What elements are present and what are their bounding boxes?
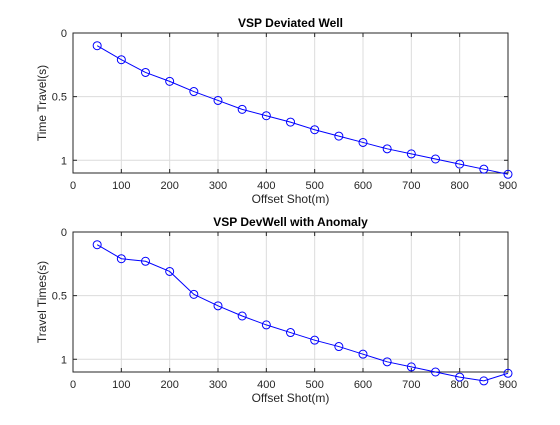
chart-2-axes-background — [73, 232, 508, 372]
chart-1-data-point — [189, 87, 199, 97]
chart-1-x-tick-label: 300 — [209, 180, 227, 192]
chart-2-x-tick-label: 800 — [450, 379, 468, 391]
chart-1-axes-background — [73, 33, 508, 173]
chart-1-y-tick-label: 1 — [61, 155, 67, 167]
chart-2-data-point — [286, 328, 295, 338]
chart-1-x-tick-label: 800 — [450, 180, 468, 192]
chart-2-data-point — [358, 349, 368, 359]
chart-2-data-point — [503, 368, 513, 378]
chart-2-data-point — [237, 311, 247, 321]
chart-1-data-point — [165, 76, 175, 86]
chart-1-data-point — [237, 104, 247, 114]
chart-1-data-point — [455, 159, 465, 169]
chart-2-data-point — [189, 289, 199, 299]
chart-2-x-tick-label: 600 — [354, 379, 372, 391]
chart-1: 0 100 200 300 400 500 600 700 800 900 0 0.5 1 VSP Dev… — [35, 16, 517, 206]
chart-2-y-tick-label: 0.5 — [52, 291, 67, 303]
chart-2-data-point — [141, 256, 150, 266]
chart-2-y-tick-label: 1 — [61, 354, 67, 366]
chart-1-data-point — [310, 125, 320, 135]
chart-1-x-tick-label: 0 — [70, 180, 76, 192]
chart-2-x-tick-label: 0 — [70, 379, 76, 391]
chart-1-data-point — [479, 164, 489, 174]
chart-1-data-point — [431, 154, 440, 164]
chart-1-title: VSP Deviated Well — [238, 16, 343, 30]
chart-1-x-tick-label: 900 — [499, 180, 517, 192]
chart-2-x-tick-label: 700 — [402, 379, 420, 391]
chart-1-y-axis-label: Time Travel(s) — [35, 65, 49, 141]
chart-2-data-point — [213, 301, 223, 311]
chart-1-data-point — [213, 95, 223, 105]
chart-1-data-point — [286, 117, 295, 127]
chart-1-y-tick-label: 0 — [61, 28, 67, 40]
chart-1-x-tick-label: 200 — [160, 180, 178, 192]
chart-2-x-axis-label: Offset Shot(m) — [252, 391, 330, 405]
chart-1-data-point — [406, 149, 416, 159]
chart-1-data-point — [261, 111, 271, 121]
chart-2-data-point — [479, 376, 489, 386]
chart-2-x-tick-label: 100 — [112, 379, 130, 391]
chart-1-data-point — [92, 41, 102, 51]
chart-2: 0 100 200 300 400 500 600 700 800 900 0 0.5 1 VSP Dev… — [35, 215, 517, 405]
chart-2-axes-box — [72, 231, 509, 373]
chart-2-x-tick-label: 900 — [499, 379, 517, 391]
chart-1-x-tick-label: 600 — [354, 180, 372, 192]
chart-1-data-point — [334, 131, 344, 141]
chart-1-x-tick-label: 700 — [402, 180, 420, 192]
chart-2-data-point — [382, 357, 392, 367]
chart-2-data-point — [92, 240, 102, 250]
chart-1-data-point — [116, 55, 126, 65]
chart-1-y-tick-label: 0.5 — [52, 92, 67, 104]
chart-2-data-point — [116, 254, 126, 264]
chart-1-x-tick-label: 100 — [112, 180, 130, 192]
chart-2-data-point — [261, 320, 271, 330]
chart-2-x-tick-label: 200 — [160, 379, 178, 391]
chart-2-title: VSP DevWell with Anomaly — [213, 215, 368, 229]
chart-2-data-point — [165, 266, 175, 276]
chart-1-x-axis-label: Offset Shot(m) — [252, 192, 330, 206]
chart-1-data-point — [503, 169, 513, 179]
chart-2-y-axis-label: Travel Times(s) — [35, 261, 49, 343]
chart-1-x-tick-label: 500 — [305, 180, 323, 192]
chart-2-x-tick-label: 400 — [257, 379, 275, 391]
chart-2-data-point — [406, 362, 416, 372]
chart-2-data-point — [310, 335, 320, 345]
chart-1-data-point — [382, 144, 392, 154]
chart-1-data-point — [141, 67, 150, 77]
chart-1-data-point — [358, 137, 368, 147]
chart-1-x-tick-label: 400 — [257, 180, 275, 192]
chart-2-data-point — [431, 367, 440, 377]
chart-2-y-tick-label: 0 — [61, 227, 67, 239]
chart-1-axes-box — [72, 32, 509, 174]
chart-2-data-point — [455, 372, 465, 382]
chart-2-x-tick-label: 300 — [209, 379, 227, 391]
chart-2-data-point — [334, 342, 344, 352]
chart-2-x-tick-label: 500 — [305, 379, 323, 391]
